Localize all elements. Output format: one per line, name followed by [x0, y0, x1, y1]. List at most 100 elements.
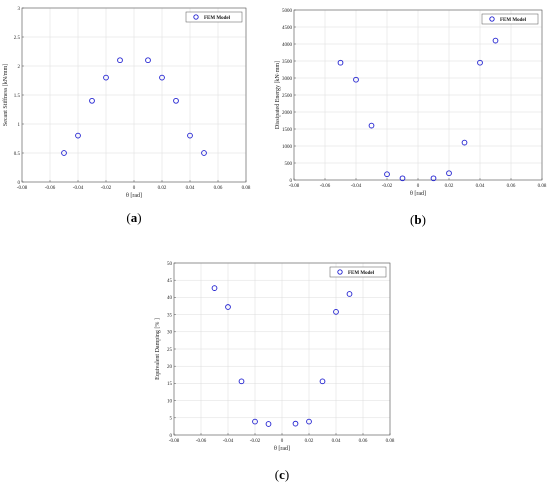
chart-c-y-tick-label: 30 [167, 331, 173, 336]
chart-b-ticks: -0.08 -0.06 -0.04 -0.02 0 0.02 0.04 0.06 0.08 0 50… [282, 9, 547, 189]
chart-b-data-point [368, 122, 375, 129]
chart-c-y-tick-label: 5 [170, 417, 173, 422]
chart-c-x-tick-label: -0.08 [169, 439, 180, 444]
chart-b-y-axis-label: Dissipated Energy [kN·mm] [275, 61, 281, 129]
chart-a-data-point [159, 74, 165, 81]
chart-b-grid [293, 9, 543, 181]
chart-b-x-tick-label: 0 [417, 184, 420, 189]
chart-c-y-tick-label: 25 [167, 348, 173, 353]
chart-b-legend: FEM Model [481, 13, 539, 25]
chart-a-y-tick-label: 2 [18, 65, 21, 70]
chart-a-x-tick-label: -0.08 [17, 186, 28, 191]
chart-c-points [211, 285, 353, 427]
chart-c-data-point [292, 420, 299, 427]
chart-a-y-tick-label: 2.5 [14, 36, 21, 41]
chart-c-x-tick-label: -0.06 [196, 439, 207, 444]
chart-a-data-point [201, 150, 207, 156]
chart-a-x-axis-label: θ [rad] [126, 193, 142, 199]
chart-b-data-point [353, 76, 359, 83]
chart-c-y-tick-label: 10 [167, 399, 173, 404]
chart-a-data-point [187, 132, 193, 139]
chart-a-panel-label: (a) [126, 210, 141, 225]
chart-a-data-point [145, 57, 151, 64]
chart-a: -0.08 -0.06 -0.04 -0.02 0 0.02 0.04 0.06 0.08 0 0.… [2, 7, 251, 225]
chart-a-x-tick-label: 0 [133, 186, 136, 191]
chart-a-legend: FEM Model [185, 11, 243, 23]
chart-b-y-tick-label: 5000 [282, 9, 293, 14]
chart-a-panel-letter: a [131, 210, 138, 225]
chart-b-x-tick-label: 0.04 [476, 184, 485, 189]
chart-b-x-tick-label: -0.08 [289, 184, 300, 189]
chart-c-y-tick-label: 20 [167, 365, 173, 370]
chart-c-x-tick-label: 0.04 [332, 439, 341, 444]
chart-a-x-tick-label: 0.02 [158, 186, 167, 191]
chart-b-y-tick-label: 2500 [282, 94, 293, 99]
chart-b-x-tick-label: -0.04 [351, 184, 362, 189]
chart-c-data-point [346, 291, 353, 297]
chart-b: -0.08 -0.06 -0.04 -0.02 0 0.02 0.04 0.06 0.08 0 50… [275, 9, 547, 227]
chart-b-y-tick-label: 4500 [282, 26, 293, 31]
chart-a-y-tick-label: 0.5 [14, 152, 21, 157]
chart-a-x-tick-label: 0.08 [242, 186, 251, 191]
chart-c-data-point [265, 421, 272, 427]
chart-b-data-point [446, 170, 452, 177]
chart-c-x-tick-label: -0.02 [250, 439, 261, 444]
chart-c: -0.08 -0.06 -0.04 -0.02 0 0.02 0.04 0.06 0.08 0 5 1… [155, 262, 395, 482]
chart-a-y-tick-label: 1.5 [14, 94, 21, 99]
chart-a-legend-label: FEM Model [204, 16, 231, 21]
chart-c-data-point [225, 304, 231, 310]
chart-b-data-point [337, 59, 344, 66]
chart-c-legend-label: FEM Model [348, 271, 375, 276]
chart-a-x-tick-label: 0.04 [186, 186, 195, 191]
chart-b-x-tick-label: 0.08 [538, 184, 547, 189]
chart-c-data-point [319, 378, 326, 385]
chart-c-x-tick-label: 0 [281, 439, 284, 444]
chart-a-x-tick-label: -0.04 [73, 186, 84, 191]
chart-c-data-point [211, 285, 218, 291]
chart-b-y-tick-label: 4000 [282, 43, 293, 48]
chart-b-y-tick-label: 500 [285, 162, 293, 167]
chart-c-data-point [306, 418, 312, 425]
chart-a-y-tick-label: 0 [18, 181, 21, 186]
chart-b-x-tick-label: 0.06 [507, 184, 516, 189]
chart-c-y-tick-label: 15 [167, 382, 173, 387]
chart-b-y-tick-label: 1000 [282, 145, 293, 150]
chart-a-data-point [75, 132, 81, 139]
chart-c-x-tick-label: 0.08 [386, 439, 395, 444]
chart-b-data-point [384, 171, 390, 178]
chart-b-legend-marker [489, 16, 495, 22]
chart-c-y-axis-label: Equivalent Damping [% ] [155, 318, 161, 380]
chart-a-grid [21, 7, 247, 183]
chart-c-panel-letter: c [279, 467, 285, 482]
chart-a-y-tick-label: 3 [18, 7, 21, 12]
chart-c-x-tick-label: 0.02 [305, 439, 314, 444]
chart-c-y-tick-label: 50 [167, 262, 173, 267]
chart-c-y-tick-label: 45 [167, 279, 173, 284]
chart-c-x-tick-label: -0.04 [223, 439, 234, 444]
chart-a-legend-box [185, 11, 243, 23]
chart-b-x-axis-label: θ [rad] [410, 191, 426, 197]
chart-b-panel-label: (b) [410, 212, 426, 227]
chart-c-y-tick-label: 0 [170, 434, 173, 439]
chart-b-data-point [492, 37, 499, 44]
chart-a-y-tick-label: 1 [18, 123, 21, 128]
chart-c-legend: FEM Model [329, 266, 387, 278]
chart-a-y-axis-label: Secant Stiffness [kN/mm] [2, 64, 9, 126]
chart-c-data-point [238, 378, 245, 385]
chart-b-legend-label: FEM Model [500, 18, 527, 23]
chart-b-panel-letter: b [414, 212, 421, 227]
chart-c-x-axis-label: θ [rad] [274, 446, 290, 452]
chart-c-legend-marker [337, 269, 343, 275]
chart-b-data-point [461, 139, 468, 146]
chart-c-x-tick-label: 0.06 [359, 439, 368, 444]
chart-b-data-point [477, 59, 483, 66]
chart-a-x-tick-label: 0.06 [214, 186, 223, 191]
chart-a-data-point [61, 150, 67, 156]
chart-c-data-point [333, 308, 339, 315]
chart-b-x-tick-label: -0.02 [382, 184, 393, 189]
chart-a-data-point [117, 57, 123, 64]
chart-a-data-point [173, 97, 179, 104]
chart-a-data-point [103, 74, 109, 81]
chart-b-x-tick-label: -0.06 [320, 184, 331, 189]
